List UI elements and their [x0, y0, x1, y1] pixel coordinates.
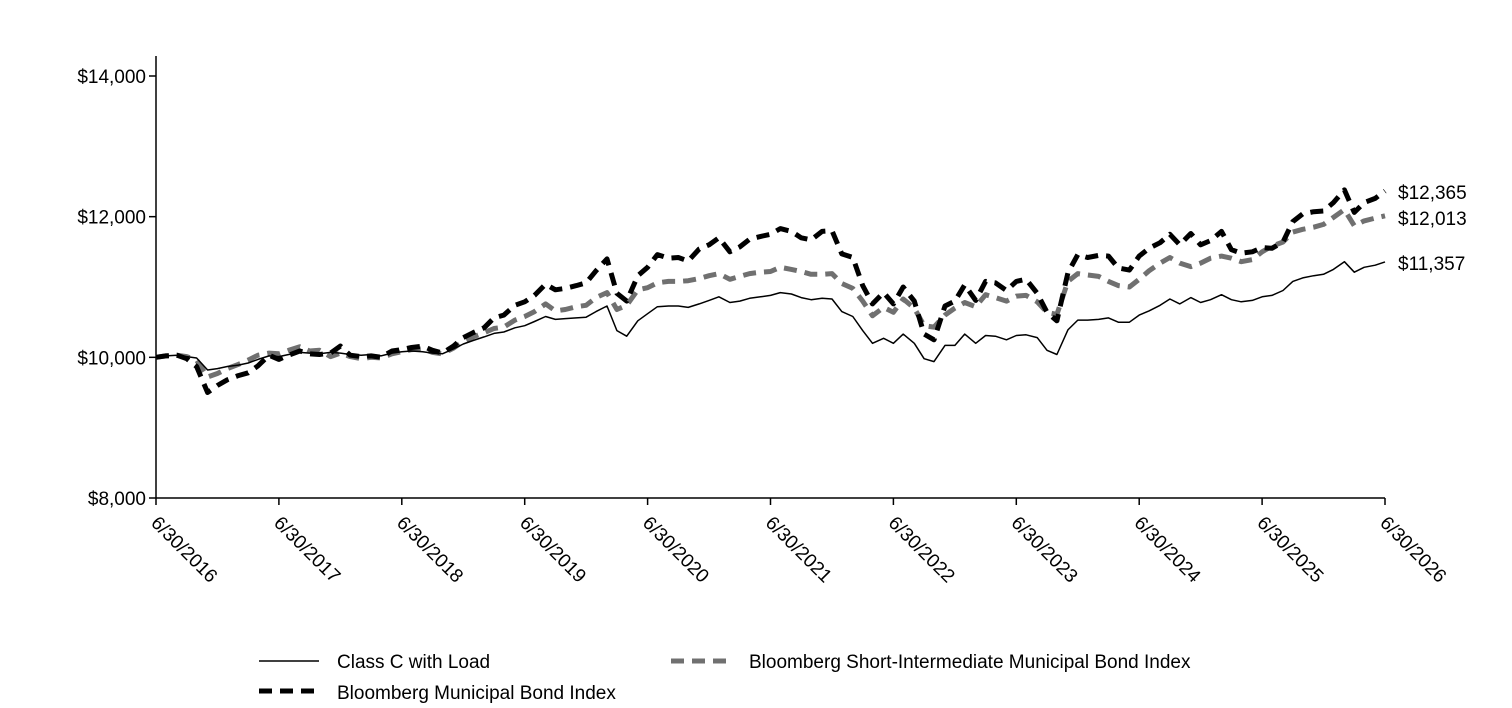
y-tick-label: $12,000: [77, 208, 146, 229]
x-tick-label: 6/30/2023: [1007, 513, 1082, 588]
x-tick-label: 6/30/2026: [1375, 513, 1450, 588]
x-tick-label: 6/30/2025: [1253, 513, 1328, 588]
x-tick-label: 6/30/2020: [638, 513, 713, 588]
series-line-bloomberg-short-intermediate: [155, 207, 1386, 380]
end-label-class-c: $11,357: [1398, 254, 1465, 275]
legend-label-bloomberg-municipal: Bloomberg Municipal Bond Index: [337, 683, 616, 704]
series-line-bloomberg-municipal: [155, 187, 1387, 395]
legend-label-bloomberg-short-intermediate: Bloomberg Short-Intermediate Municipal B…: [749, 652, 1191, 673]
x-tick-label: 6/30/2019: [515, 513, 590, 588]
chart-legend: Class C with Load Bloomberg Short-Interm…: [259, 652, 1191, 704]
x-tick-label: 6/30/2022: [884, 513, 959, 588]
series-line-class-c: [155, 260, 1386, 371]
end-label-bloomberg-municipal: $12,365: [1398, 183, 1467, 204]
y-tick-label: $10,000: [77, 348, 146, 369]
x-tick-label: 6/30/2016: [146, 513, 221, 588]
x-tick-label: 6/30/2024: [1130, 513, 1205, 588]
legend-label-class-c: Class C with Load: [337, 652, 490, 673]
x-tick-label: 6/30/2017: [269, 513, 344, 588]
end-label-bloomberg-short-intermediate: $12,013: [1398, 209, 1467, 230]
y-tick-label: $14,000: [77, 67, 146, 88]
x-tick-label: 6/30/2021: [761, 513, 836, 588]
y-tick-label: $8,000: [88, 489, 146, 510]
x-tick-label: 6/30/2018: [392, 513, 467, 588]
series-layer: [155, 187, 1387, 395]
end-labels: $11,357 $12,365 $12,013: [1398, 183, 1467, 275]
